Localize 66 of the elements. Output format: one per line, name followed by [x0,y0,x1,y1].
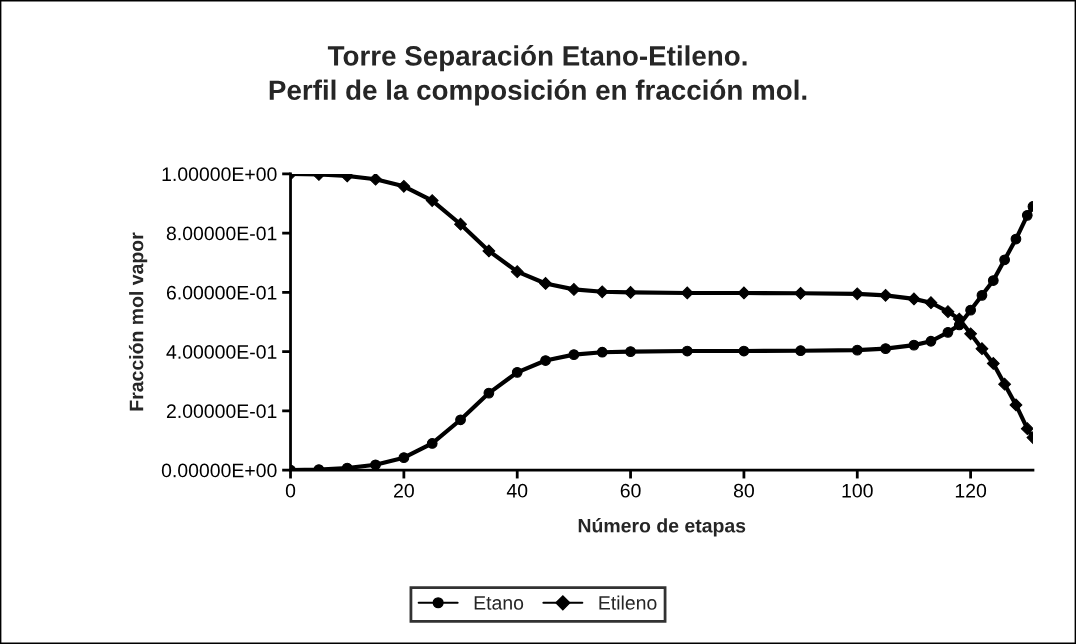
point [879,288,893,302]
point [454,217,467,231]
point [850,287,864,301]
point [924,296,938,310]
point [624,285,637,299]
x-tick-label: 120 [955,483,987,498]
point [942,326,954,338]
point [568,349,580,360]
x-axis-title: Número de etapas [578,518,746,537]
point [595,285,609,299]
x-tick-label: 80 [733,483,754,498]
point [425,194,439,207]
point [1020,422,1033,436]
point [880,343,891,355]
point [397,179,411,193]
y-tick-label: 1.00000E+00 [162,167,277,182]
point [975,342,989,356]
y-tick-label: 0.00000E+00 [161,463,277,478]
x-tick-label: 0 [285,483,296,498]
point [1021,209,1033,221]
point [908,339,920,351]
point [987,275,999,286]
point [795,345,806,357]
point [426,438,438,449]
point [965,304,976,316]
x-tick-label: 20 [394,483,414,498]
point [340,173,354,183]
y-tick-label: 6.00000E-01 [166,285,277,300]
x-tick-label: 40 [506,483,528,498]
point [398,452,410,464]
point [369,173,382,186]
point [907,292,921,306]
point [511,366,523,378]
point [925,335,937,347]
legend-label: Etano [474,596,524,610]
point [540,355,551,366]
y-axis-title: Fracción mol vapor [128,232,148,411]
point [1010,233,1022,245]
point [596,346,608,358]
x-tick-label: 60 [620,483,641,498]
point [482,244,496,258]
point [1009,398,1023,412]
point [625,346,636,357]
point [680,286,694,300]
point [510,265,524,279]
point [681,345,693,357]
y-tick-label: 2.00000E-01 [166,404,277,419]
point [483,387,495,399]
point [941,305,955,319]
point [794,286,808,300]
point [737,286,751,300]
point [455,414,466,426]
point [539,277,552,290]
point [567,283,581,296]
point [999,254,1010,266]
point [976,289,988,301]
legend-label: Etileno [599,595,657,610]
point [998,377,1012,391]
y-tick-label: 4.00000E-01 [166,345,277,359]
x-tick-label: 100 [842,483,873,498]
point [851,344,863,356]
y-tick-label: 8.00000E-01 [166,226,277,241]
point [986,357,1000,370]
point [964,327,978,341]
point [738,345,750,357]
chart-title: Torre Separación Etano-Etileno. Perfil de la composición en fracción mol. [269,45,807,106]
